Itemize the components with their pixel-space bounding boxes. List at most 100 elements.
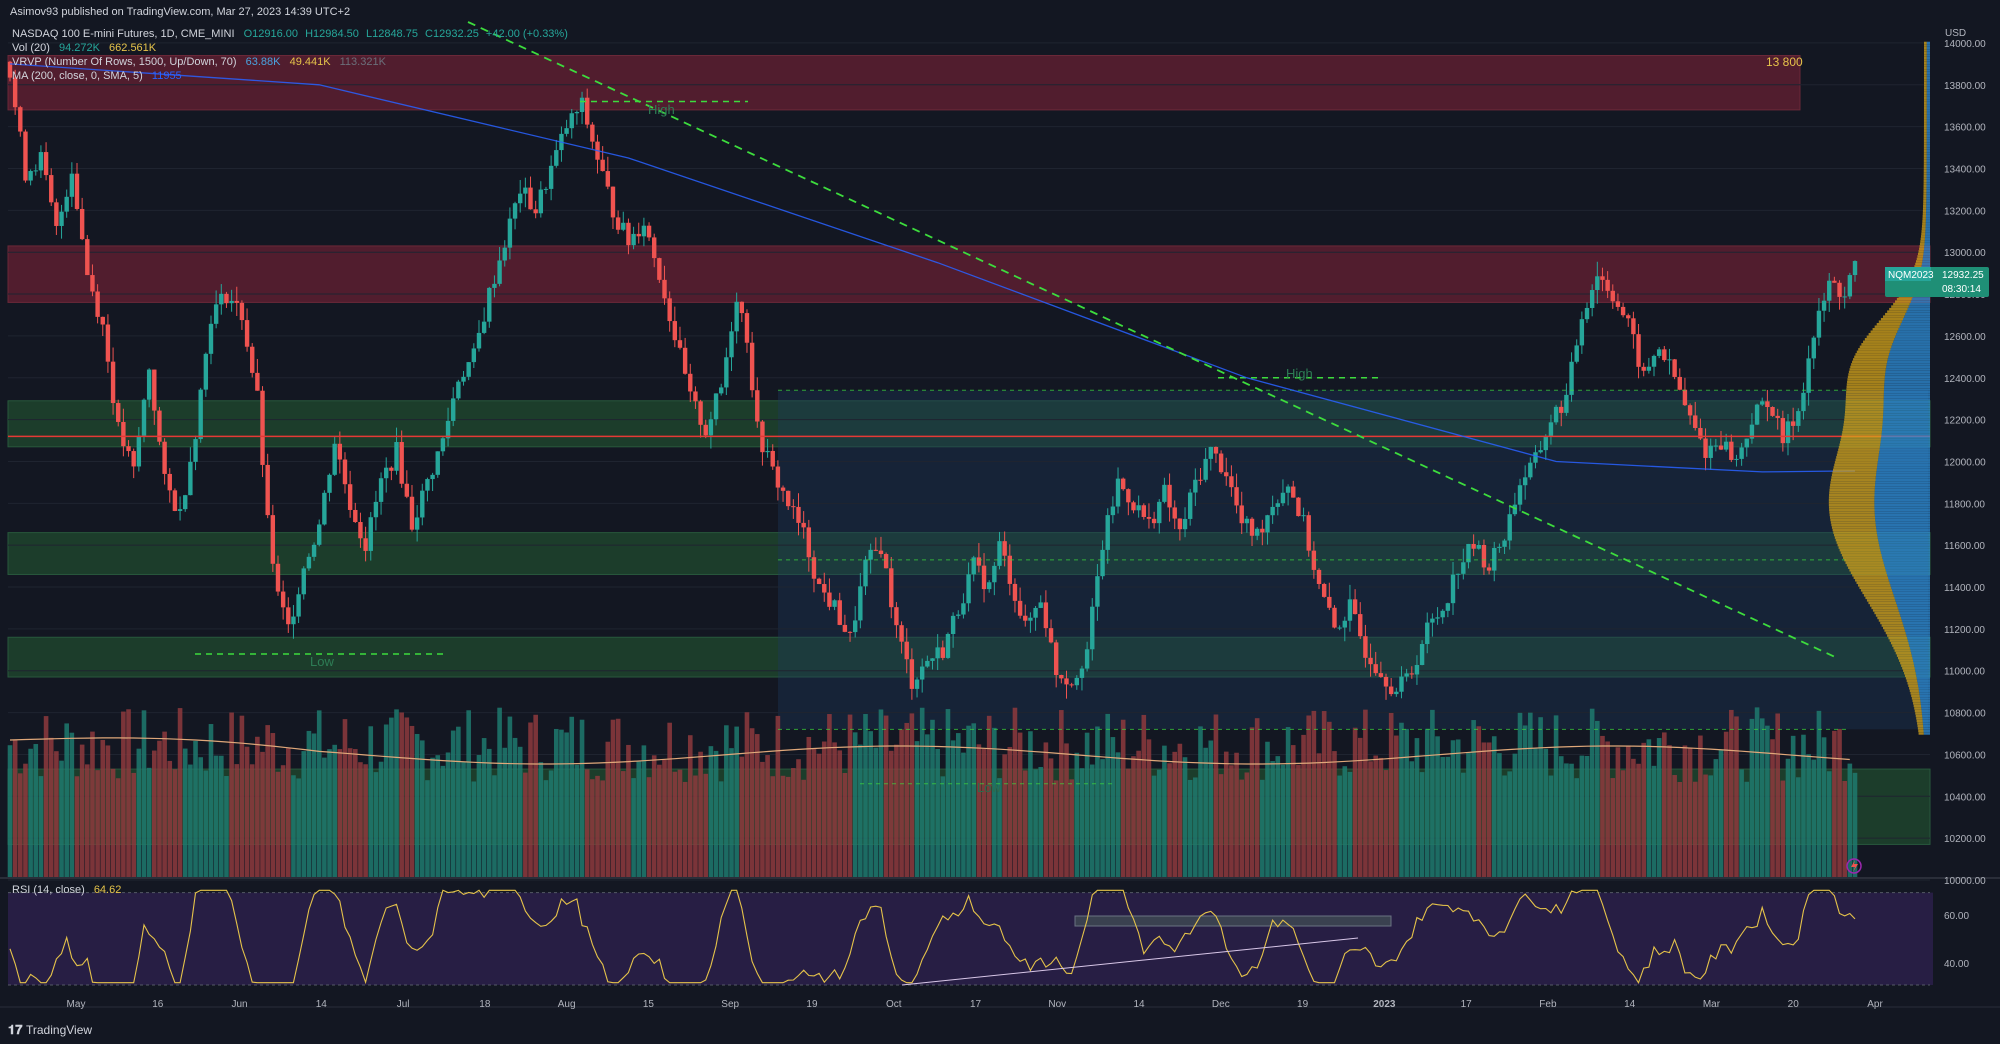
candle-body: [755, 390, 760, 422]
candle-body: [1177, 518, 1183, 530]
vrvp-row-up: [1926, 149, 1930, 153]
vrvp-row-up: [1926, 112, 1930, 115]
candle-body: [131, 451, 136, 467]
candle-body: [1636, 334, 1641, 367]
volume-bar: [1017, 732, 1023, 877]
ma-legend[interactable]: MA (200, close, 0, SMA, 5) 11955: [12, 70, 182, 82]
lightning-icon[interactable]: [1846, 858, 1862, 874]
vrvp-row-down: [1841, 435, 1882, 439]
vrvp-row-down: [1923, 61, 1927, 65]
candle-body: [49, 175, 54, 203]
candle-body: [332, 443, 337, 475]
vrvp-row-up: [1925, 220, 1930, 223]
price-axis[interactable]: 14000.00 13800.00 13600.00 13400.00 13200.00…: [1944, 39, 1986, 887]
volume-bar: [1837, 728, 1842, 877]
vrvp-row-up: [1926, 127, 1930, 130]
candle-body: [239, 302, 245, 321]
candle-body: [1461, 562, 1466, 574]
rsi-legend[interactable]: RSI (14, close) 64.62: [12, 884, 121, 896]
zone-demand-2: [7, 400, 1931, 448]
candle-body: [677, 340, 683, 348]
candle-body: [59, 211, 64, 226]
vol-legend[interactable]: Vol (20) 94.272K 662.561K: [12, 42, 157, 54]
volume-bar: [615, 718, 621, 877]
volume-bar: [167, 760, 173, 877]
candle-body: [1239, 505, 1244, 524]
volume-bar: [1115, 752, 1121, 877]
vrvp-row-up: [1881, 433, 1930, 436]
price-tick-label: 10400.00: [1944, 792, 1986, 803]
volume-bar: [1321, 711, 1327, 877]
candle-body: [914, 679, 920, 689]
volume-bar: [651, 755, 657, 877]
candle-body: [992, 565, 997, 583]
volume-bar: [152, 750, 157, 877]
last-price-tag: NQM2023 12932.25 08:30:14: [1885, 267, 1989, 297]
candle-body: [1394, 691, 1399, 695]
vrvp-row-up: [1926, 167, 1930, 170]
rsi-tick-40: 40.00: [1944, 959, 1969, 970]
vrvp-row-down: [1923, 66, 1927, 70]
vrvp-row-up: [1902, 621, 1930, 625]
tradingview-logo[interactable]: 𝟏𝟕 TradingView: [8, 1022, 92, 1037]
time-axis[interactable]: May 16 Jun 14 Jul 18 Aug 15 Sep 19 Oct 17 Nov 14 Dec 19…: [67, 999, 1884, 1010]
vrvp-row-up: [1904, 315, 1930, 318]
vrvp-row-up: [1882, 425, 1930, 429]
vrvp-row-down: [1923, 84, 1927, 87]
volume-bar: [1306, 715, 1312, 877]
vrvp-row-up: [1926, 209, 1930, 213]
candle-body: [538, 189, 544, 214]
volume-layer: [7, 707, 1858, 877]
volume-bar: [1141, 714, 1147, 877]
candle-body: [1574, 345, 1579, 362]
candle-body: [1146, 516, 1152, 519]
candle-body: [1182, 518, 1188, 530]
candle-body: [822, 584, 827, 593]
vrvp-row-up: [1926, 61, 1930, 65]
symbol-line[interactable]: NASDAQ 100 E-mini Futures, 1D, CME_MINI …: [12, 28, 568, 40]
candle-body: [1285, 486, 1291, 493]
vrvp-row-down: [1913, 702, 1921, 705]
vrvp-row-up: [1883, 398, 1930, 401]
rsi-tick-60: 60.00: [1944, 911, 1969, 922]
vrvp-row-up: [1922, 722, 1930, 725]
time-tick-label: 2023: [1373, 999, 1396, 1010]
volume-bar: [1342, 766, 1348, 877]
vrvp-row-down: [1848, 373, 1886, 376]
candle-body: [1564, 394, 1569, 413]
candle-body: [1120, 478, 1126, 490]
vrvp-row-down: [1849, 368, 1886, 371]
candle-body: [615, 217, 621, 230]
volume-bar: [667, 722, 672, 877]
vrvp-row-down: [1830, 481, 1876, 484]
vrvp-row-down: [1918, 729, 1924, 733]
candle-body: [847, 631, 853, 633]
vrvp-row-up: [1878, 456, 1930, 459]
vrvp-row-up: [1921, 712, 1930, 715]
vrvp-row-up: [1926, 197, 1930, 200]
candle-body: [1718, 445, 1724, 450]
candle-body: [1796, 411, 1801, 426]
vrvp-row-down: [1847, 378, 1885, 381]
vrvp-row-up: [1926, 46, 1930, 50]
vrvp-value-2: 49.441K: [290, 56, 332, 68]
volume-bar: [641, 745, 647, 877]
symbol-name: NASDAQ 100 E-mini Futures, 1D, CME_MINI: [12, 28, 235, 40]
candle-body: [1213, 446, 1219, 454]
candle-body: [1383, 676, 1389, 687]
volume-bar: [610, 719, 616, 877]
volume-bar: [1517, 712, 1523, 877]
candle-body: [399, 442, 404, 484]
vrvp-row-down: [1923, 124, 1927, 127]
vrvp-legend[interactable]: VRVP (Number Of Rows, 1500, Up/Down, 70)…: [12, 56, 387, 68]
candle-body: [1435, 617, 1440, 619]
vrvp-row-up: [1875, 521, 1930, 524]
vrvp-row-up: [1874, 511, 1930, 514]
vrvp-row-down: [1874, 611, 1900, 615]
vrvp-row-down: [1891, 305, 1909, 308]
volume-bar: [1548, 775, 1554, 877]
volume-bar: [1667, 745, 1672, 877]
candle-body: [1368, 657, 1373, 665]
volume-bar: [1579, 755, 1585, 877]
